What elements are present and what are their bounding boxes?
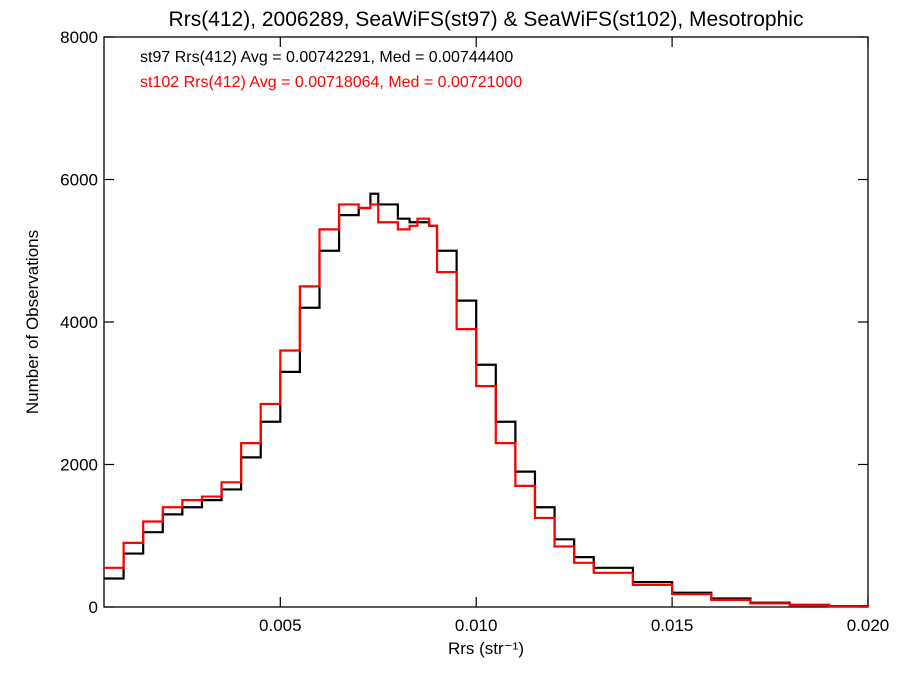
series-line-st97 bbox=[104, 192, 870, 608]
series-layer bbox=[104, 192, 870, 608]
y-axis-label: Number of Observations bbox=[23, 230, 42, 414]
tick-marks bbox=[104, 36, 869, 608]
y-tick-label-3: 6000 bbox=[60, 171, 98, 190]
x-tick-label-0: 0.005 bbox=[259, 616, 302, 635]
plot-frame bbox=[103, 36, 869, 608]
y-tick-label-2: 4000 bbox=[60, 313, 98, 332]
series-line-st102 bbox=[104, 203, 870, 608]
annotation-layer: st97 Rrs(412) Avg = 0.00742291, Med = 0.… bbox=[140, 49, 522, 91]
y-tick-label-4: 8000 bbox=[60, 28, 98, 47]
x-tick-label-3: 0.020 bbox=[847, 616, 890, 635]
y-tick-label-0: 0 bbox=[89, 598, 98, 617]
y-tick-label-1: 2000 bbox=[60, 456, 98, 475]
x-tick-label-1: 0.010 bbox=[455, 616, 498, 635]
annotation-0: st97 Rrs(412) Avg = 0.00742291, Med = 0.… bbox=[140, 49, 513, 66]
annotation-1: st102 Rrs(412) Avg = 0.00718064, Med = 0… bbox=[140, 74, 522, 91]
x-axis-label: Rrs (str⁻¹) bbox=[448, 639, 524, 658]
x-tick-label-2: 0.015 bbox=[651, 616, 694, 635]
chart-title: Rrs(412), 2006289, SeaWiFS(st97) & SeaWi… bbox=[169, 8, 804, 31]
tick-labels: 0.005 0.010 0.015 0.020 0 2000 4000 6000 8000 bbox=[60, 28, 889, 635]
